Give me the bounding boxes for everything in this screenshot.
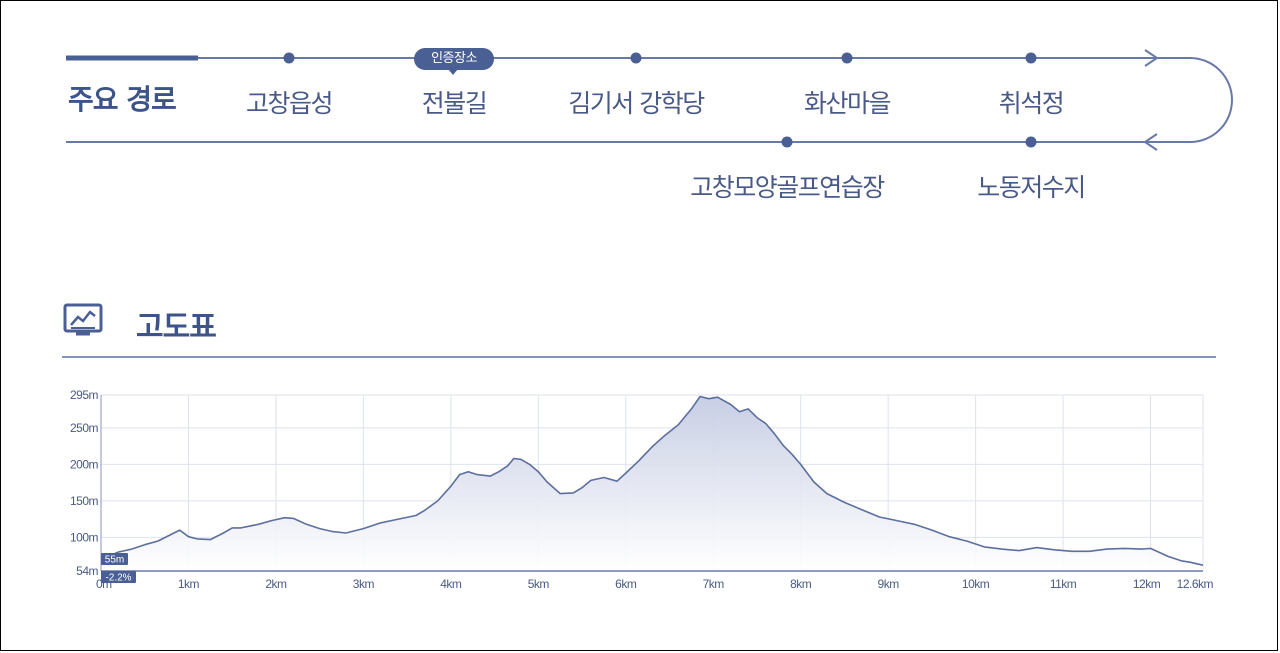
y-tick-label: 150m: [70, 494, 99, 508]
stop-label-golf-range: 고창모양골프연습장: [690, 173, 885, 202]
x-tick-label: 12.6km: [1177, 577, 1214, 591]
elevation-area: [101, 396, 1203, 571]
x-tick-label: 9km: [878, 577, 900, 591]
stop-label-gochang-eupseong: 고창읍성: [245, 89, 334, 118]
y-tick-label: 295m: [70, 388, 99, 402]
x-tick-label: 3km: [353, 577, 375, 591]
stop-marker: [781, 136, 793, 148]
start-elevation-label: 55m: [105, 555, 124, 566]
stop-marker: [1025, 136, 1037, 148]
divider: [62, 356, 1216, 358]
route-title: 주요 경로: [68, 83, 177, 116]
x-tick-label: 1km: [178, 577, 200, 591]
x-tick-label: 4km: [440, 577, 462, 591]
stop-marker: [841, 52, 853, 64]
x-tick-label: 10km: [962, 577, 990, 591]
stop-marker: [1025, 52, 1037, 64]
stop-label-jeonbulgil: 전불길: [421, 89, 488, 118]
x-tick-label: 12km: [1133, 577, 1161, 591]
start-grade-badge: [101, 571, 136, 583]
stop-label-hwasan-village: 화산마을: [803, 89, 892, 118]
certification-badge: 인증장소: [414, 48, 494, 70]
x-tick-label: 5km: [528, 577, 550, 591]
elevation-line: [100, 395, 1204, 566]
y-tick-label: 100m: [70, 530, 99, 544]
x-tick-label: 8km: [790, 577, 812, 591]
start-elevation-badge: [101, 553, 128, 565]
x-tick-label: 11km: [1050, 577, 1077, 591]
x-tick-label: 6km: [615, 577, 637, 591]
elevation-header: 고도표: [62, 298, 1216, 360]
stop-marker: [630, 52, 642, 64]
y-tick-label: 200m: [70, 457, 99, 471]
monitor-chart-icon: [63, 303, 103, 336]
stop-marker: [283, 52, 295, 64]
route-path: [66, 49, 1233, 151]
arrow-right-icon: [1144, 49, 1159, 67]
stop-label-chwiseokjeong: 취석정: [998, 89, 1065, 118]
stop-label-gimgiseo-gangakdang: 김기서 강학당: [568, 89, 705, 118]
stop-label-nodong-reservoir: 노동저수지: [977, 173, 1086, 202]
elevation-title: 고도표: [136, 310, 217, 345]
start-grade-label: -2.2%: [105, 573, 131, 584]
x-tick-label: 7km: [703, 577, 725, 591]
route-map: 주요 경로 인증장소 고창읍성 전불길 김기서 강학당 화산마을 취석정 고창모…: [0, 0, 1280, 230]
x-tick-label: 2km: [265, 577, 287, 591]
y-tick-label: 250m: [70, 421, 99, 435]
badge-pointer: [448, 69, 458, 75]
arrow-left-icon: [1143, 133, 1158, 151]
y-tick-label: 54m: [76, 564, 98, 578]
